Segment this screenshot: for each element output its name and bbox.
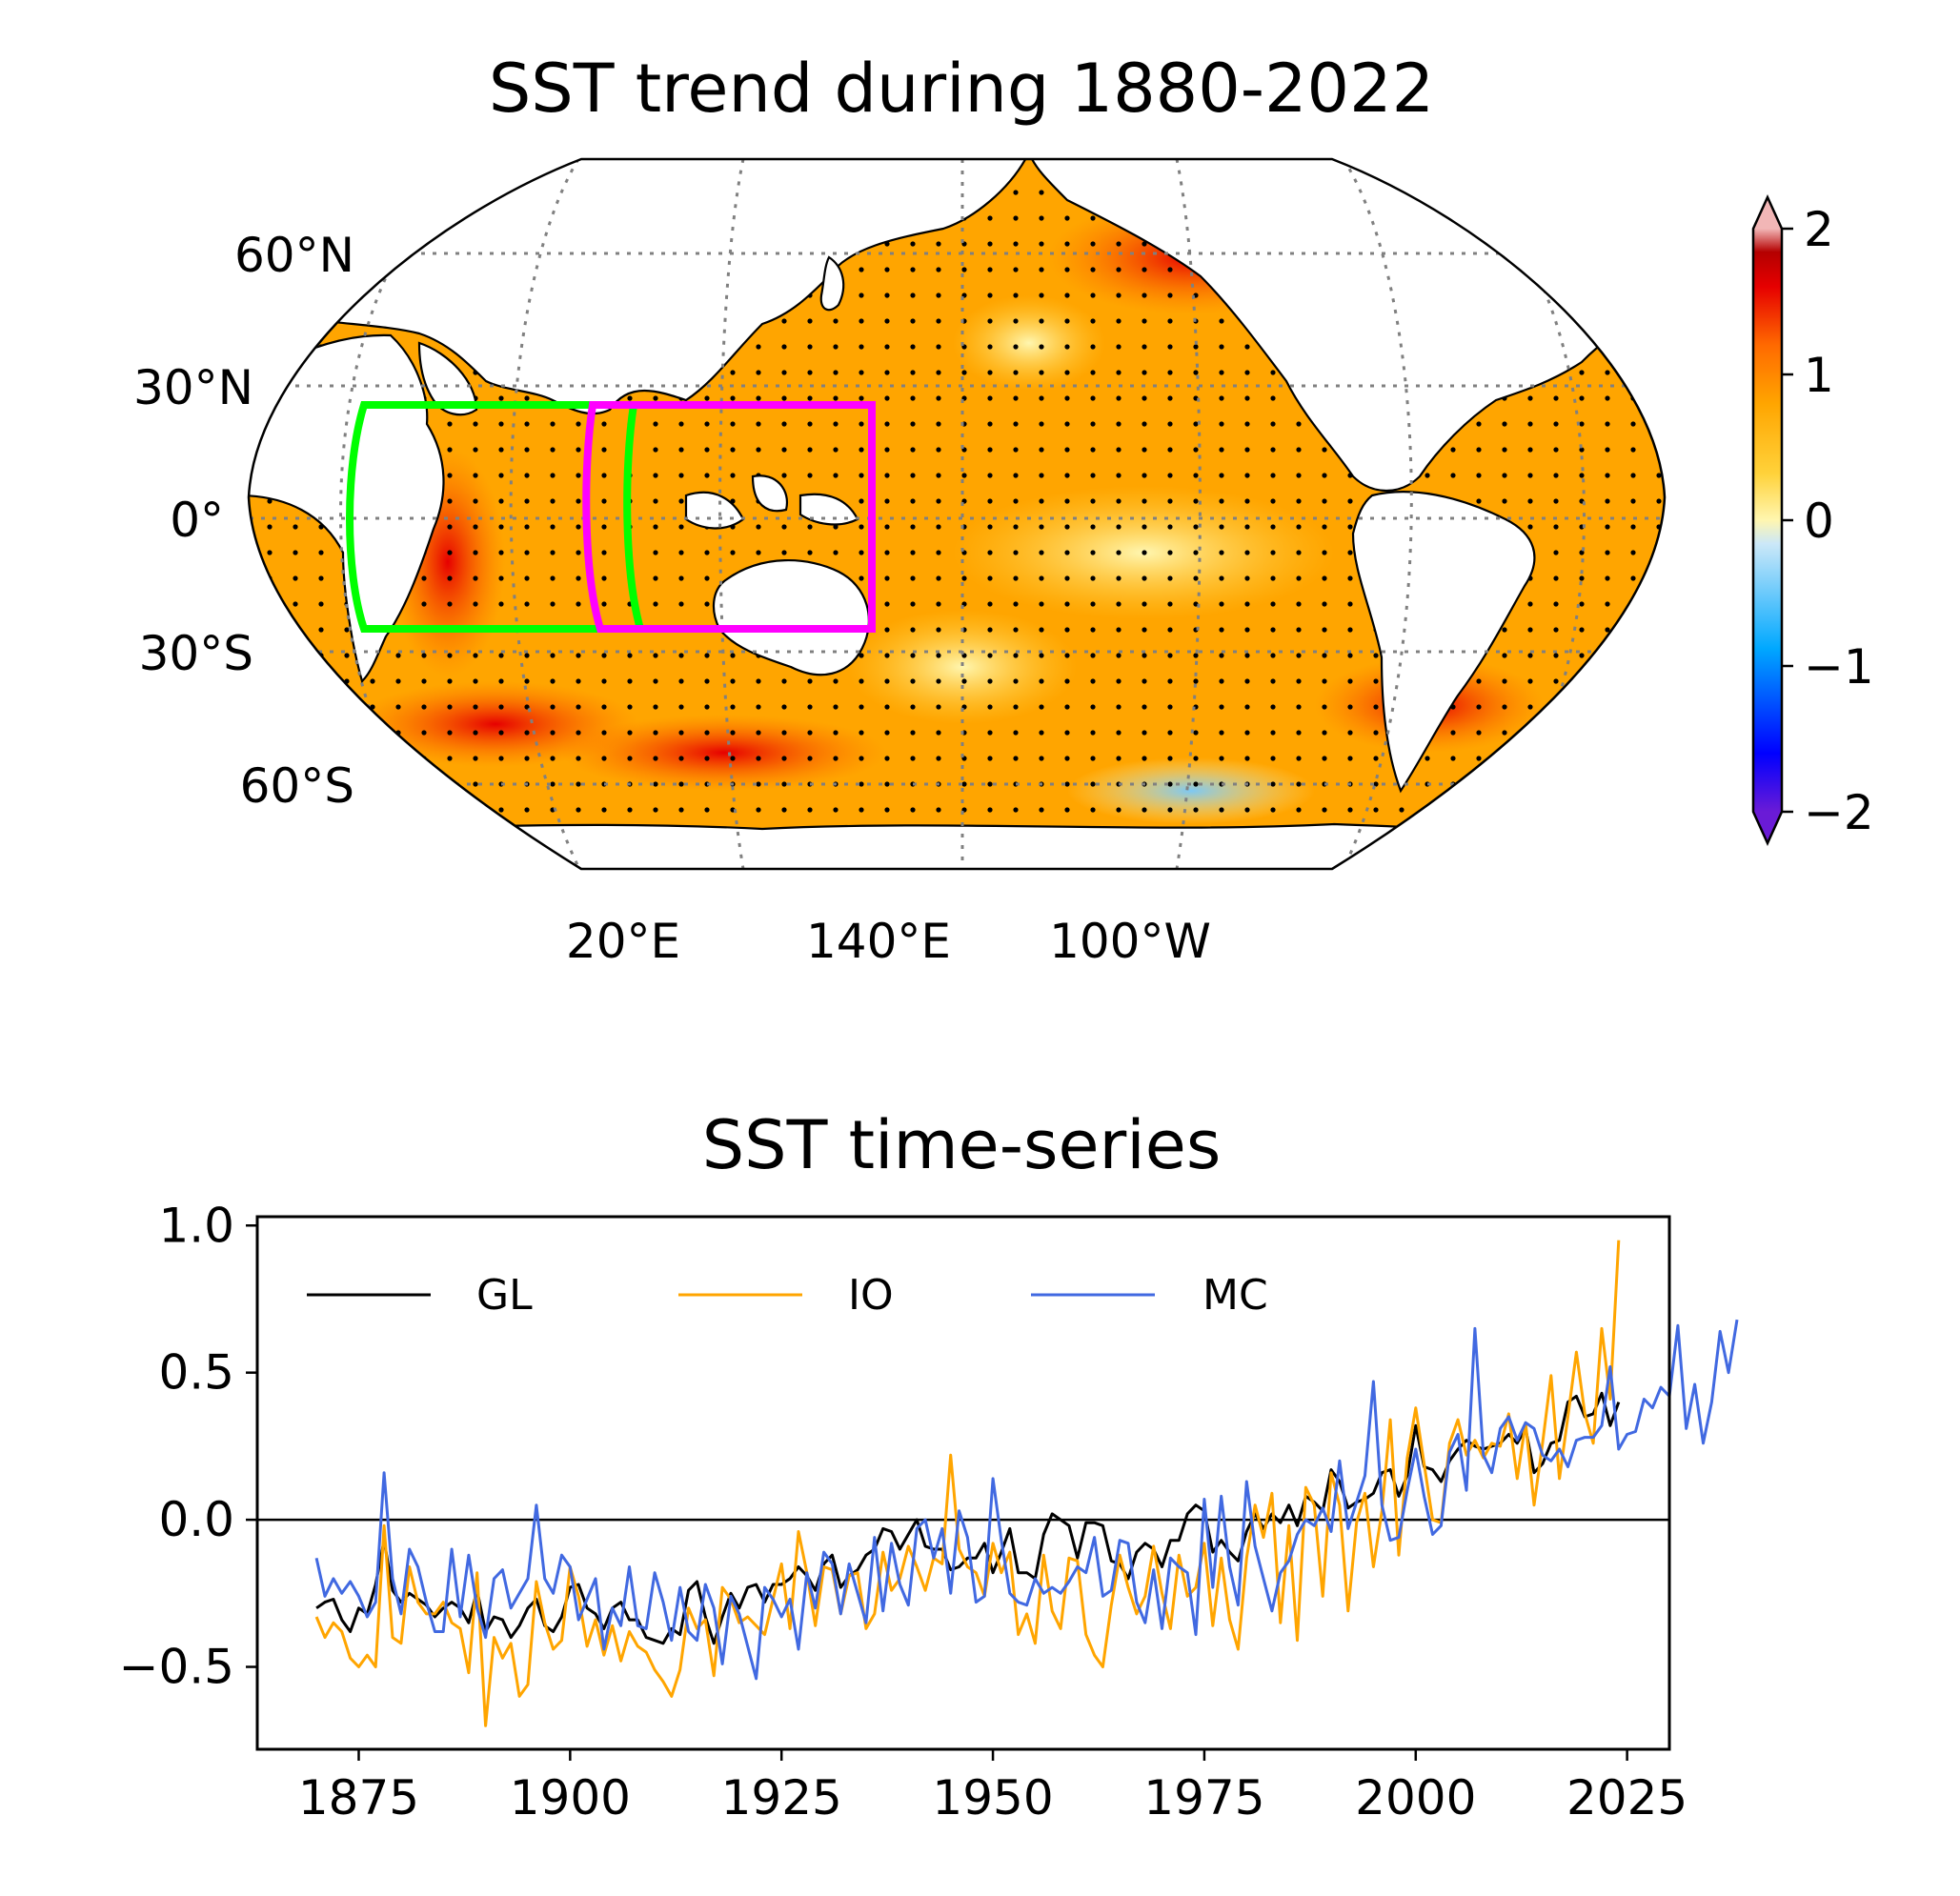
sst-trend-map [249, 159, 1665, 869]
mc-region-box [582, 401, 876, 633]
japan-land [819, 255, 845, 312]
colorbar-body [1753, 229, 1782, 812]
plot-frame [255, 1215, 1671, 1751]
y-tick-label: 0.5 [158, 1345, 234, 1401]
colorbar-extend-max [1753, 197, 1782, 229]
lon-label: 20°E [566, 914, 680, 969]
x-tick-label: 1950 [932, 1770, 1053, 1825]
colorbar-tick-label: 2 [1804, 202, 1834, 257]
axis-ticks: 1875 1900 1925 1950 1975 2000 2025 −0.5 0.0 0.5 1.… [119, 1198, 1688, 1825]
lat-label: 0° [170, 493, 224, 548]
x-tick-label: 2000 [1355, 1770, 1476, 1825]
y-tick-label: 1.0 [158, 1198, 234, 1253]
colorbar-tick-label: −1 [1804, 639, 1874, 695]
x-tick-label: 1975 [1143, 1770, 1264, 1825]
lat-label: 60°S [240, 758, 354, 814]
map-axis-labels: 60°N 30°N 0° 30°S 60°S 20°E 140°E 100°W [133, 228, 1211, 969]
series-lines [314, 1240, 1739, 1727]
colorbar-ticks [1782, 227, 1793, 814]
x-tick-label: 1925 [721, 1770, 842, 1825]
arabia-land [417, 341, 478, 416]
south-america-land [1351, 491, 1536, 794]
colorbar-tick-label: −2 [1804, 785, 1874, 840]
timeseries-title: SST time-series [702, 1106, 1222, 1184]
legend: GL IO MC [307, 1271, 1268, 1320]
x-tick-label: 2025 [1566, 1770, 1687, 1825]
y-tick-label: 0.0 [158, 1492, 234, 1547]
africa-land [249, 333, 445, 684]
x-tick-label: 1875 [298, 1770, 419, 1825]
colorbar: 2 1 0 −1 −2 [1751, 193, 1874, 847]
lon-label: 140°E [806, 914, 951, 969]
colorbar-tick-label: 0 [1804, 494, 1834, 549]
colorbar-extend-min [1753, 812, 1782, 843]
lat-label: 30°N [133, 360, 253, 415]
greenland-land [1523, 159, 1665, 234]
lon-label: 100°W [1049, 914, 1211, 969]
map-title: SST trend during 1880-2022 [489, 50, 1434, 128]
colorbar-tick-label: 1 [1804, 348, 1834, 403]
series-line-mc [314, 1319, 1739, 1681]
x-tick-label: 1900 [510, 1770, 631, 1825]
lat-label: 60°N [234, 228, 354, 283]
y-tick-label: −0.5 [119, 1640, 234, 1695]
legend-label-gl: GL [476, 1271, 533, 1320]
map-panel: SST trend during 1880-2022 [133, 50, 1874, 969]
legend-label-mc: MC [1202, 1271, 1268, 1320]
timeseries-axes: 1875 1900 1925 1950 1975 2000 2025 −0.5 0.0 0.5 1.… [119, 1198, 1739, 1825]
legend-label-io: IO [848, 1271, 894, 1320]
lat-label: 30°S [139, 626, 253, 681]
timeseries-panel: SST time-series 1875 1900 1925 1950 1975 2000… [119, 1106, 1739, 1825]
